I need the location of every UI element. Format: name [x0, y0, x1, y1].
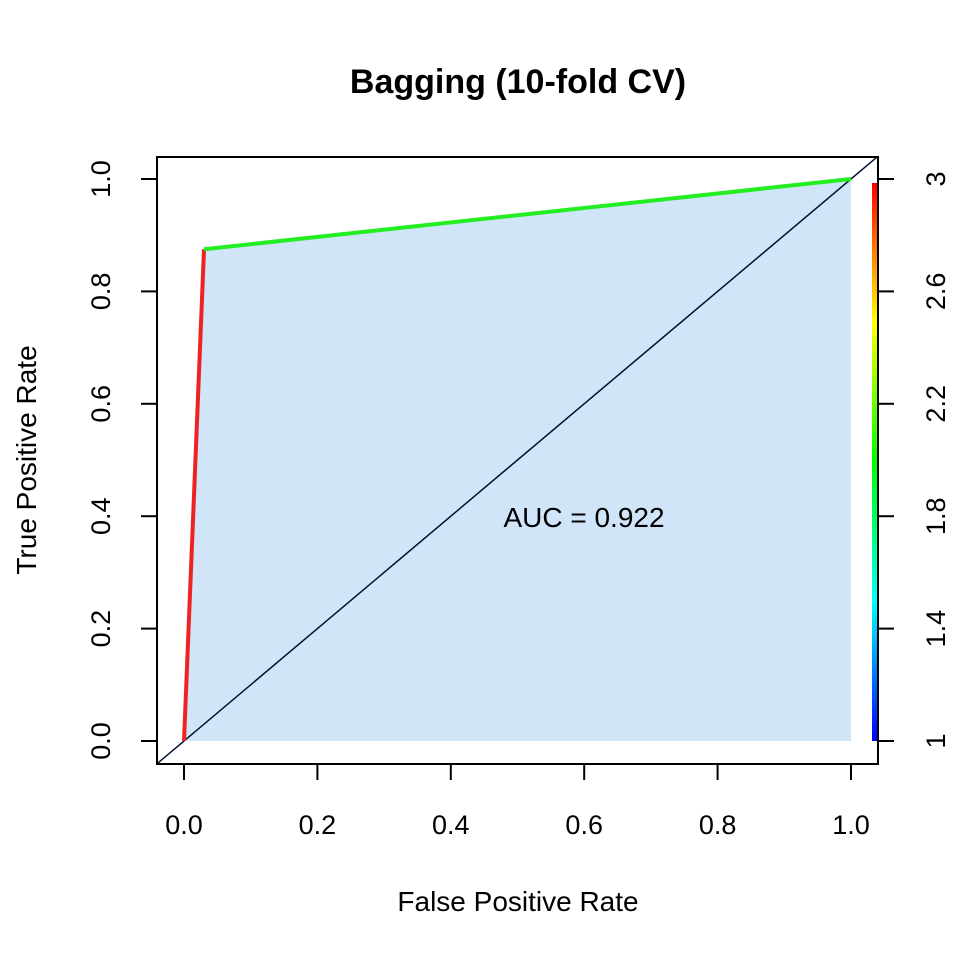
colorbar-tick-label: 1.8 [921, 497, 951, 535]
y-tick-label: 0.2 [86, 610, 116, 648]
colorbar-tick-label: 1.4 [921, 610, 951, 648]
y-axis-label: True Positive Rate [11, 345, 42, 574]
colorbar-tick-label: 1 [921, 733, 951, 748]
x-tick-label: 0.4 [432, 810, 470, 840]
colorbar-axis: 1 1.4 1.8 2.2 2.6 3 [878, 171, 951, 748]
x-tick-label: 0.8 [699, 810, 737, 840]
auc-annotation: AUC = 0.922 [503, 502, 664, 533]
x-tick-label: 0.0 [165, 810, 203, 840]
y-tick-label: 0.8 [86, 273, 116, 311]
y-axis: 0.0 0.2 0.4 0.6 0.8 1.0 [86, 160, 157, 760]
roc-chart: Bagging (10-fold CV) 0.0 0.2 0.4 0.6 0.8 1.0 … [0, 0, 960, 960]
x-tick-label: 0.2 [299, 810, 337, 840]
colorbar-tick-label: 2.6 [921, 273, 951, 311]
y-tick-label: 0.6 [86, 385, 116, 423]
chart-title: Bagging (10-fold CV) [350, 63, 686, 101]
y-tick-label: 0.0 [86, 722, 116, 760]
y-tick-label: 0.4 [86, 497, 116, 535]
colorbar-tick-label: 3 [921, 171, 951, 186]
colorbar-tick-label: 2.2 [921, 385, 951, 423]
x-tick-label: 1.0 [832, 810, 870, 840]
x-axis: 0.0 0.2 0.4 0.6 0.8 1.0 [165, 764, 870, 840]
x-tick-label: 0.6 [565, 810, 603, 840]
y-tick-label: 1.0 [86, 160, 116, 198]
x-axis-label: False Positive Rate [397, 886, 638, 917]
